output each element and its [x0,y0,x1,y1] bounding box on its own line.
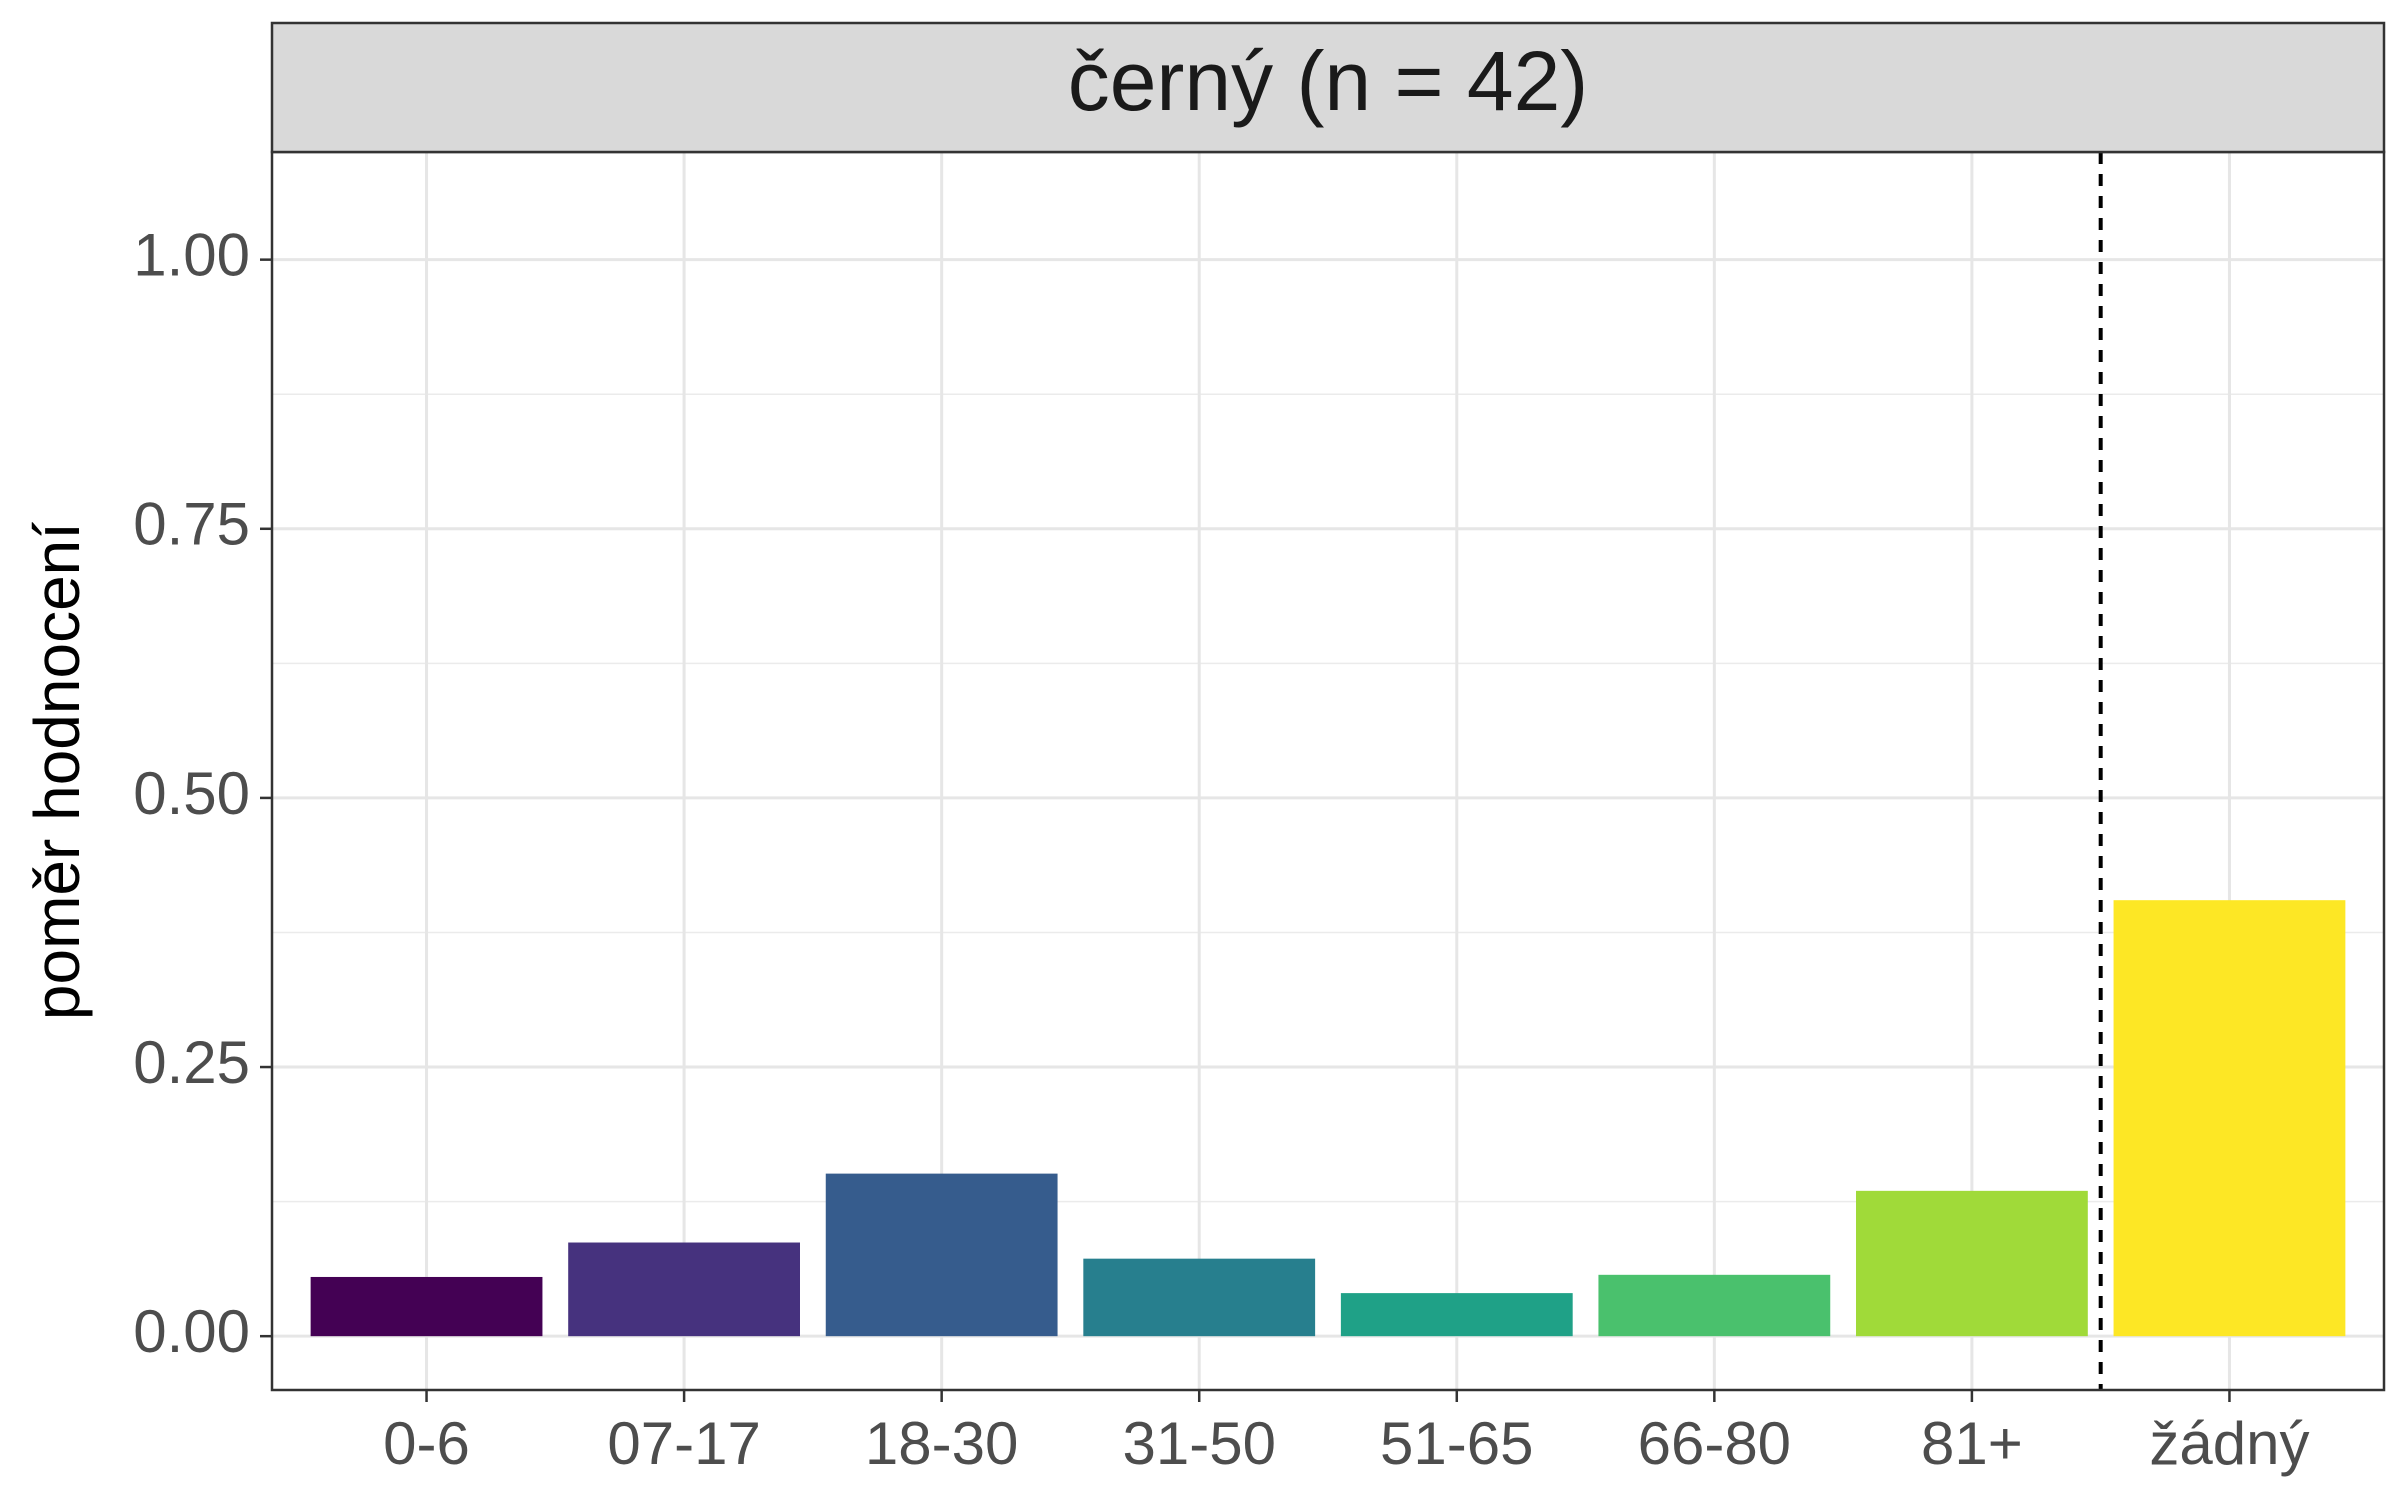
x-tick-label: 51-65 [1380,1410,1533,1477]
bar-0-6 [310,1276,543,1337]
bar-31-50 [1083,1258,1316,1337]
y-tick-label: 1.00 [133,221,250,288]
bar-66-80 [1598,1274,1831,1337]
y-tick-label: 0.75 [133,491,250,558]
x-tick-label: 07-17 [607,1410,760,1477]
major-grid [272,152,2384,1390]
bars [310,900,2346,1337]
y-tick-label: 0.00 [133,1298,250,1365]
y-axis-title: poměr hodnocení [21,522,93,1020]
x-tick-label: 31-50 [1122,1410,1275,1477]
bar-18-30 [825,1173,1058,1337]
y-tick-label: 0.50 [133,760,250,827]
y-tick-label: 0.25 [133,1029,250,1096]
x-axis: 0-6 07-17 18-30 31-50 51-65 66-80 81+ žádný [383,1390,2310,1477]
bar-81+ [1856,1190,2088,1337]
plot-background [272,152,2384,1390]
x-tick-label: žádný [2149,1410,2309,1477]
x-tick-label: 66-80 [1638,1410,1791,1477]
x-tick-label: 18-30 [865,1410,1018,1477]
bar-51-65 [1340,1293,1573,1337]
facet-strip [270,21,2386,154]
x-tick-label: 0-6 [383,1410,470,1477]
facet-title: černý (n = 42) [1068,34,1589,128]
bar-žádný [2113,900,2346,1337]
x-tick-label: 81+ [1921,1410,2023,1477]
y-axis: 0.00 0.25 0.50 0.75 1.00 [133,221,272,1365]
bar-07-17 [568,1242,800,1337]
